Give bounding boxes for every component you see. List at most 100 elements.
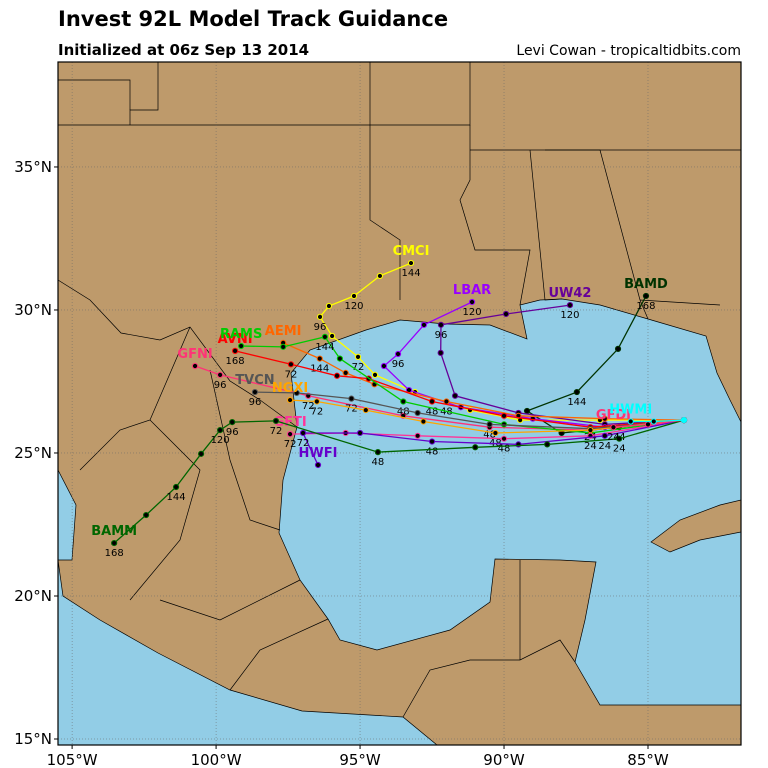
y-tick-label: 35°N (14, 158, 52, 176)
hour-label: 96 (435, 330, 448, 341)
track-point (356, 429, 364, 437)
hour-label: 144 (310, 364, 329, 375)
hour-label: 48 (426, 406, 439, 417)
cuba (650, 499, 741, 553)
track-point (229, 418, 236, 426)
subtitle: Initialized at 06z Sep 13 2014 (58, 41, 309, 59)
track-point (437, 349, 444, 356)
track-point (500, 412, 508, 419)
hour-label: 72 (284, 439, 297, 450)
model-name: CMCI (393, 244, 430, 259)
hour-label: 96 (314, 322, 327, 333)
border (369, 62, 471, 126)
track-point (420, 418, 427, 425)
x-tick-label: 85°W (627, 751, 669, 768)
model-name: GFTI (273, 415, 306, 430)
track-point (680, 416, 688, 424)
border (58, 279, 298, 428)
border (639, 299, 721, 306)
hour-label: 144 (315, 342, 334, 353)
y-tick-label: 30°N (14, 301, 52, 319)
track-point (601, 415, 608, 422)
track-point (336, 355, 343, 362)
model-name: RAMS (220, 327, 262, 342)
model-name: AEMI (265, 324, 302, 339)
y-tick-label: 25°N (14, 444, 52, 462)
track-point (468, 298, 476, 306)
track-point (443, 398, 450, 405)
x-tick-label: 90°W (483, 751, 525, 768)
track-point (348, 395, 355, 402)
track-point (316, 355, 323, 362)
track-point (325, 302, 333, 310)
model-name: NGXI (272, 381, 308, 396)
track-point (374, 449, 382, 456)
track-point (502, 310, 510, 318)
track-point (428, 398, 436, 405)
track-point (492, 429, 499, 437)
gulf-water (278, 298, 741, 706)
hour-label: 96 (249, 397, 262, 408)
track-point (523, 407, 531, 415)
hour-label: 168 (226, 356, 245, 367)
track-point (272, 417, 280, 425)
model-name: HWMI (609, 403, 652, 418)
border (402, 639, 576, 718)
track-point (329, 332, 336, 340)
track-point (342, 369, 349, 376)
track-point (251, 388, 259, 396)
border (58, 124, 401, 300)
track-point (616, 435, 623, 442)
x-tick-label: 105°W (47, 751, 98, 768)
track-point (313, 398, 320, 405)
track-point (321, 333, 329, 340)
track-point (642, 292, 650, 300)
track-point (420, 321, 428, 328)
y-tick-label: 20°N (14, 587, 52, 605)
hour-label: 168 (636, 301, 655, 312)
hour-label: 72 (302, 401, 315, 412)
track-point (287, 361, 295, 368)
hour-label: 120 (560, 310, 579, 321)
track-point (614, 345, 622, 352)
track-point (544, 441, 551, 448)
title: Invest 92L Model Track Guidance (58, 7, 448, 31)
model-name: HWFI (299, 446, 338, 461)
hour-label: 48 (397, 406, 410, 417)
track-point (371, 371, 379, 378)
track-point (627, 418, 634, 425)
frame (57, 61, 742, 746)
model-name: TVCN (235, 373, 274, 388)
hour-label: 72 (352, 362, 365, 373)
basemap (58, 62, 741, 745)
border (209, 369, 281, 531)
border (58, 79, 131, 110)
track-point (573, 388, 580, 396)
hour-label: 24 (584, 441, 597, 452)
pacific-water (58, 559, 438, 745)
track-point (587, 426, 594, 434)
track-point (407, 259, 415, 267)
track-point (566, 302, 574, 309)
track-point (380, 362, 388, 370)
hour-label: 96 (392, 359, 405, 370)
border (129, 419, 201, 601)
border (459, 125, 531, 306)
track-point (451, 392, 459, 399)
hour-label: 24 (598, 441, 611, 452)
track-point (316, 313, 324, 320)
hour-label: 48 (483, 429, 496, 440)
border (129, 62, 159, 125)
track-point (376, 272, 384, 280)
track-point (333, 372, 341, 379)
hour-label: 120 (211, 435, 230, 446)
track-point (486, 421, 493, 428)
hour-label: 120 (463, 307, 482, 318)
hour-label: 96 (214, 380, 227, 391)
track-point (172, 483, 180, 491)
border (79, 326, 191, 471)
track-point (238, 342, 245, 350)
track-line (234, 350, 685, 428)
hour-label: 96 (226, 427, 239, 438)
